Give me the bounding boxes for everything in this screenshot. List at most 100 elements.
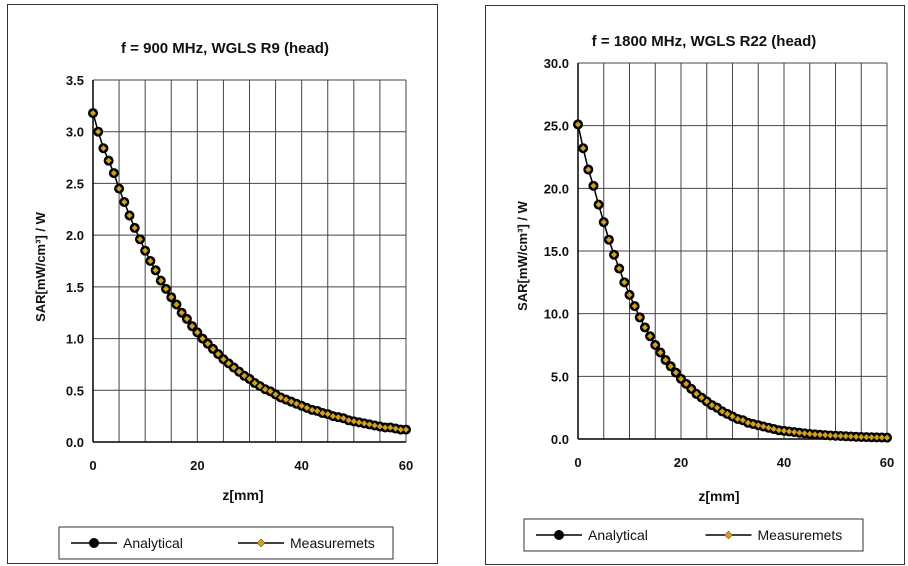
data-point-measurements	[365, 420, 374, 428]
data-point-measurements	[651, 341, 659, 349]
data-point-measurements	[371, 421, 379, 430]
data-point-measurements	[402, 426, 410, 434]
data-point-measurements	[355, 418, 363, 426]
data-point-measurements	[298, 402, 306, 410]
y-tick-label: 2.5	[66, 176, 84, 191]
data-point-measurements	[235, 368, 243, 376]
data-point-measurements	[692, 390, 701, 398]
data-point-measurements	[584, 165, 592, 174]
data-point-measurements	[172, 300, 181, 308]
data-point-measurements	[141, 247, 149, 255]
data-point-measurements	[266, 387, 274, 395]
data-point-measurements	[847, 432, 855, 441]
data-point-measurements	[360, 419, 368, 427]
data-point-measurements	[115, 185, 123, 193]
data-point-measurements	[831, 432, 840, 440]
y-tick-label: 0.0	[66, 435, 84, 450]
x-tick-label: 20	[190, 458, 204, 473]
data-point-measurements	[857, 433, 865, 441]
y-tick-label: 2.0	[66, 228, 84, 243]
data-point-measurements	[94, 128, 102, 136]
data-point-measurements	[339, 414, 347, 422]
x-tick-label: 0	[574, 455, 581, 470]
data-point-measurements	[615, 264, 623, 273]
data-point-measurements	[261, 385, 269, 393]
y-tick-label: 0.0	[551, 432, 569, 447]
data-point-measurements	[780, 427, 788, 435]
data-point-measurements	[209, 345, 217, 353]
data-point-measurements	[287, 398, 295, 406]
data-point-measurements	[324, 410, 332, 418]
chart-1800mhz-svg: f = 1800 MHz, WGLS R22 (head) z[mm] SAR[…	[515, 33, 894, 552]
data-point-measurements	[376, 422, 384, 431]
data-point-measurements	[661, 356, 670, 364]
y-axis-label: SAR[mW/cm³] / W	[33, 211, 48, 322]
data-point-measurements	[157, 277, 165, 285]
data-point-measurements	[801, 429, 809, 437]
data-point-measurements	[631, 302, 639, 310]
legend: Analytical Measuremets	[58, 526, 394, 560]
legend-marker-measurements	[256, 538, 266, 548]
x-tick-label: 60	[399, 458, 413, 473]
data-point-measurements	[277, 393, 285, 402]
y-tick-label: 3.5	[66, 73, 84, 88]
data-point-measurements	[245, 375, 254, 383]
data-point-measurements	[214, 350, 222, 358]
data-point-measurements	[723, 410, 731, 418]
data-point-measurements	[703, 397, 711, 405]
data-point-measurements	[120, 198, 128, 206]
data-point-measurements	[790, 428, 798, 436]
data-point-measurements	[862, 433, 870, 441]
data-point-measurements	[816, 431, 824, 439]
data-point-measurements	[620, 278, 628, 286]
data-point-measurements	[852, 433, 860, 441]
y-tick-label: 25.0	[544, 119, 569, 134]
data-point-measurements	[334, 413, 342, 421]
data-point-measurements	[292, 400, 301, 408]
data-point-measurements	[272, 390, 280, 398]
data-point-measurements	[672, 369, 680, 377]
legend-label-measurements: Measuremets	[758, 527, 843, 543]
x-tick-label: 40	[294, 458, 308, 473]
legend-marker-analytical	[89, 538, 99, 548]
chart-panel-1800mhz: f = 1800 MHz, WGLS R22 (head) z[mm] SAR[…	[485, 5, 905, 565]
data-point-measurements	[625, 291, 634, 299]
data-point-measurements	[682, 380, 690, 388]
data-point-measurements	[397, 426, 405, 434]
legend-marker-analytical	[554, 530, 564, 540]
legend: Analytical Measuremets	[523, 518, 864, 552]
data-point-measurements	[842, 432, 850, 440]
chart-title: f = 1800 MHz, WGLS R22 (head)	[592, 33, 817, 50]
data-point-measurements	[770, 425, 778, 433]
x-axis-label: z[mm]	[222, 487, 263, 503]
legend-label-analytical: Analytical	[588, 527, 648, 543]
data-point-measurements	[183, 315, 191, 323]
data-point-measurements	[744, 419, 752, 427]
data-point-measurements	[350, 417, 358, 425]
data-point-measurements	[837, 432, 845, 440]
data-point-measurements	[381, 423, 389, 432]
data-point-measurements	[795, 429, 804, 437]
data-point-measurements	[219, 355, 227, 363]
data-point-measurements	[708, 401, 716, 409]
data-point-measurements	[308, 406, 316, 414]
data-point-measurements	[775, 426, 783, 434]
data-point-measurements	[826, 431, 834, 440]
legend-label-analytical: Analytical	[123, 535, 183, 551]
y-tick-label: 1.5	[66, 280, 84, 295]
data-point-measurements	[225, 359, 233, 367]
data-point-measurements	[821, 431, 829, 439]
chart-panel-900mhz: f = 900 MHz, WGLS R9 (head) z[mm] SAR[mW…	[7, 4, 438, 564]
y-tick-label: 1.0	[66, 332, 84, 347]
y-tick-label: 10.0	[544, 307, 569, 322]
data-point-measurements	[230, 363, 238, 372]
data-point-measurements	[574, 120, 582, 128]
y-tick-label: 5.0	[551, 369, 569, 384]
data-point-measurements	[329, 412, 337, 420]
data-point-measurements	[99, 144, 107, 152]
data-point-measurements	[600, 218, 608, 226]
data-point-measurements	[579, 144, 587, 152]
data-point-measurements	[610, 251, 618, 259]
data-point-measurements	[806, 430, 814, 438]
data-point-measurements	[146, 257, 154, 265]
